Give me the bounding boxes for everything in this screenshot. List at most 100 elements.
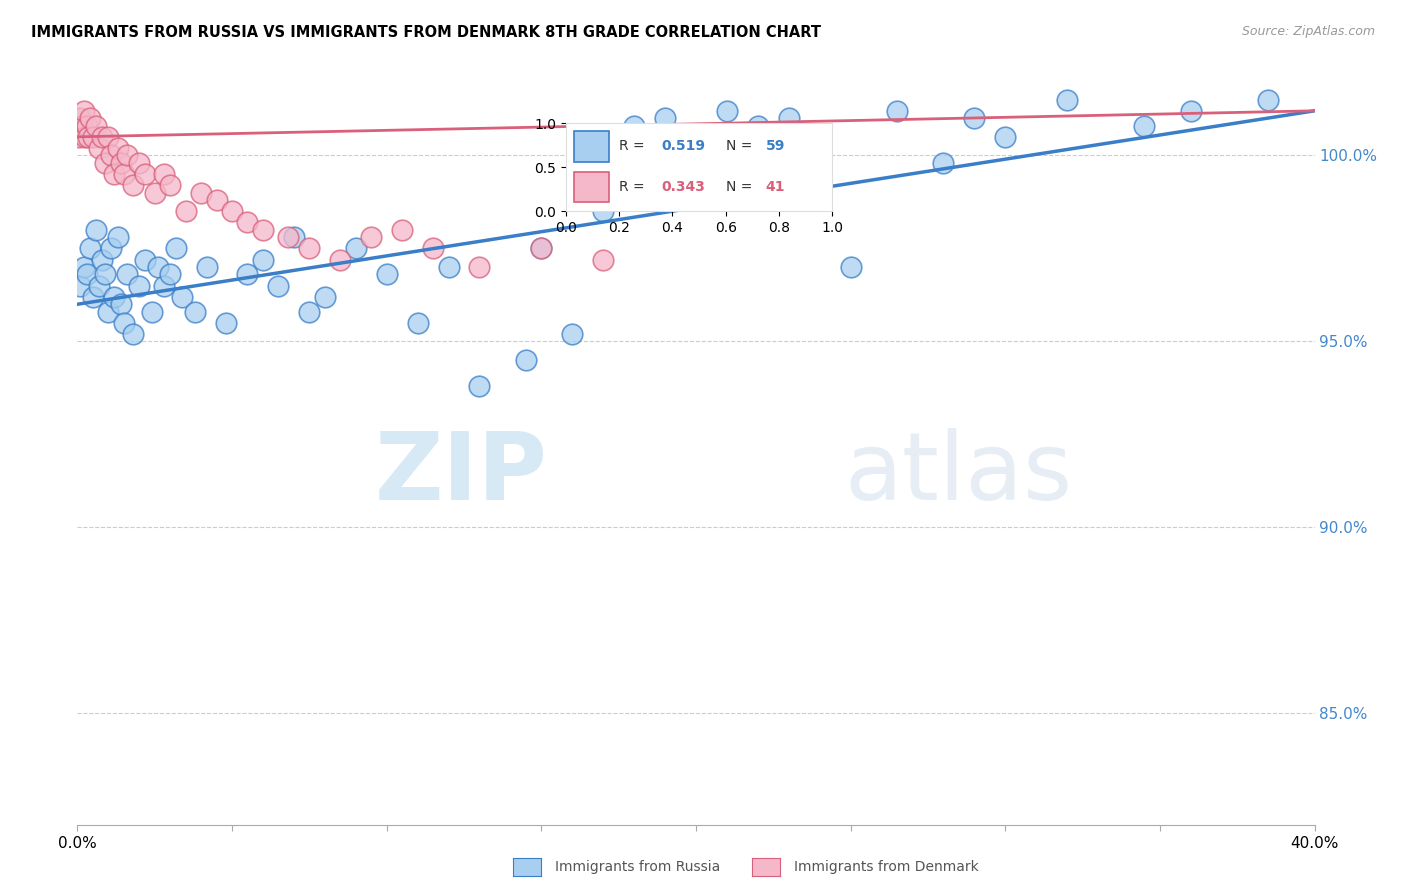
Point xyxy=(110,297,132,311)
Point xyxy=(153,167,176,181)
Point xyxy=(205,193,228,207)
Point xyxy=(77,129,100,144)
Point xyxy=(72,103,94,118)
Point xyxy=(329,252,352,267)
Point xyxy=(406,316,429,330)
Point xyxy=(100,148,122,162)
Point xyxy=(100,242,122,256)
Point xyxy=(84,223,107,237)
Point xyxy=(112,316,135,330)
Point xyxy=(91,252,114,267)
Point xyxy=(314,290,336,304)
Point xyxy=(184,304,207,318)
Point xyxy=(592,252,614,267)
Text: Immigrants from Russia: Immigrants from Russia xyxy=(555,860,721,874)
Point xyxy=(76,119,98,133)
Point xyxy=(122,326,145,341)
Point xyxy=(530,242,553,256)
Point xyxy=(592,204,614,219)
Point xyxy=(623,119,645,133)
Point xyxy=(1133,119,1156,133)
Point xyxy=(1257,93,1279,107)
Point xyxy=(103,167,125,181)
Point xyxy=(747,119,769,133)
Point xyxy=(172,290,194,304)
Point xyxy=(1056,93,1078,107)
Point xyxy=(437,260,460,274)
Point xyxy=(165,242,187,256)
Point xyxy=(84,119,107,133)
Point xyxy=(69,112,91,126)
Point xyxy=(685,129,707,144)
Point xyxy=(87,141,110,155)
Point xyxy=(75,129,96,144)
Point xyxy=(72,260,94,274)
Point xyxy=(932,156,955,170)
Point xyxy=(143,186,166,200)
Point xyxy=(82,129,104,144)
Point xyxy=(128,156,150,170)
Point xyxy=(886,103,908,118)
Point xyxy=(360,230,382,244)
Point xyxy=(963,112,986,126)
Point xyxy=(112,167,135,181)
Point xyxy=(716,103,738,118)
Point xyxy=(110,156,132,170)
Point xyxy=(654,112,676,126)
Point xyxy=(215,316,238,330)
Point xyxy=(115,148,138,162)
Point xyxy=(252,252,274,267)
Point xyxy=(190,186,212,200)
Text: Source: ZipAtlas.com: Source: ZipAtlas.com xyxy=(1241,25,1375,38)
Point xyxy=(94,156,117,170)
Point xyxy=(808,129,831,144)
Point xyxy=(103,290,125,304)
Point xyxy=(107,230,129,244)
Point xyxy=(778,112,800,126)
Point xyxy=(174,204,197,219)
Point xyxy=(375,268,398,282)
Point xyxy=(422,242,444,256)
Point xyxy=(221,204,243,219)
Text: ZIP: ZIP xyxy=(374,428,547,520)
Point xyxy=(122,178,145,193)
Text: Immigrants from Denmark: Immigrants from Denmark xyxy=(794,860,979,874)
Point xyxy=(67,129,90,144)
Point xyxy=(159,268,181,282)
Point xyxy=(195,260,218,274)
Point xyxy=(134,167,156,181)
Point xyxy=(91,129,114,144)
Point xyxy=(298,242,321,256)
Point xyxy=(76,268,98,282)
Point xyxy=(97,129,120,144)
Point xyxy=(69,278,91,293)
Point xyxy=(1180,103,1202,118)
Point xyxy=(236,268,259,282)
Point xyxy=(468,379,491,393)
Point xyxy=(515,353,537,368)
Point xyxy=(236,215,259,229)
Point xyxy=(153,278,176,293)
Point xyxy=(468,260,491,274)
Point xyxy=(994,129,1017,144)
Point xyxy=(839,260,862,274)
Point xyxy=(128,278,150,293)
Point xyxy=(79,242,101,256)
Point xyxy=(146,260,169,274)
Point xyxy=(159,178,181,193)
Point xyxy=(87,278,110,293)
Point xyxy=(283,230,305,244)
Point xyxy=(530,242,553,256)
Text: IMMIGRANTS FROM RUSSIA VS IMMIGRANTS FROM DENMARK 8TH GRADE CORRELATION CHART: IMMIGRANTS FROM RUSSIA VS IMMIGRANTS FRO… xyxy=(31,25,821,40)
Point xyxy=(107,141,129,155)
Point xyxy=(277,230,299,244)
Point xyxy=(391,223,413,237)
Point xyxy=(298,304,321,318)
Point xyxy=(97,304,120,318)
Point xyxy=(134,252,156,267)
Point xyxy=(267,278,290,293)
Point xyxy=(94,268,117,282)
Point xyxy=(561,326,583,341)
Point xyxy=(115,268,138,282)
Point xyxy=(141,304,163,318)
